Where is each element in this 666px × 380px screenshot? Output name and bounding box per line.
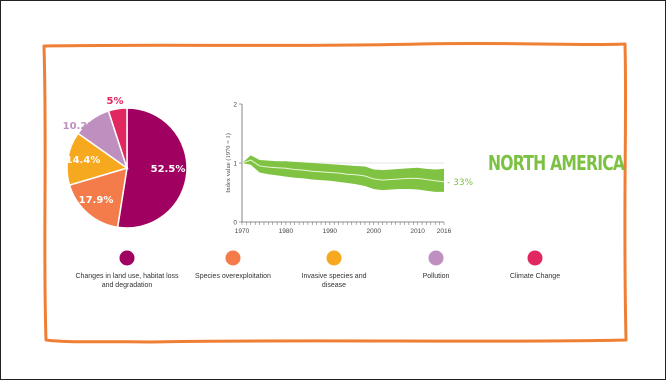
end-annotation: - 33% bbox=[447, 178, 474, 188]
x-tick-label: 1980 bbox=[279, 228, 294, 235]
pie-label-invasive: 14.4% bbox=[66, 155, 101, 166]
index-chart: 1970 1980 1990 2000 2010 2016 0 1 2 Index value (… bbox=[225, 102, 474, 236]
legend-label-pollution: Pollution bbox=[422, 273, 450, 280]
pie-slice-overexploitation bbox=[68, 166, 128, 229]
legend-label-overexploitation: Species overexploitation bbox=[195, 273, 271, 280]
legend-dot-invasive bbox=[326, 250, 342, 266]
x-tick-label: 2010 bbox=[410, 228, 425, 235]
legend-label-land_use: Changes in land use, habitat loss and de… bbox=[75, 273, 179, 289]
x-tick-label: 2000 bbox=[367, 228, 382, 235]
pie-slice-invasive bbox=[66, 132, 129, 187]
region-title: NORTH AMERICA bbox=[488, 151, 625, 175]
y-tick-label: 0 bbox=[233, 220, 237, 227]
legend-dot-land_use bbox=[119, 250, 135, 266]
pie-label-land_use: 52.5% bbox=[151, 164, 186, 175]
hand-drawn-border bbox=[42, 41, 628, 344]
y-tick-label: 1 bbox=[233, 161, 237, 168]
pie-label-pollution: 10.2% bbox=[63, 121, 98, 132]
legend-dot-climate bbox=[527, 250, 543, 266]
pie-slice-climate bbox=[107, 107, 128, 169]
pie-label-overexploitation: 17.9% bbox=[79, 195, 114, 206]
x-tick-label: 1990 bbox=[323, 228, 338, 235]
legend bbox=[119, 250, 543, 266]
y-tick-label: 2 bbox=[233, 102, 237, 109]
pie-label-climate: 5% bbox=[107, 96, 124, 107]
x-tick-label: 2016 bbox=[437, 228, 452, 235]
pie-slice-land_use bbox=[116, 107, 188, 229]
pie-chart: 52.5% 17.9% 14.4% 10.2% 5% bbox=[63, 96, 188, 229]
legend-dot-overexploitation bbox=[225, 250, 241, 266]
x-tick-label: 1970 bbox=[235, 228, 250, 235]
index-trend-line bbox=[241, 159, 445, 183]
legend-label-climate: Climate Change bbox=[509, 273, 561, 280]
legend-dot-pollution bbox=[428, 250, 444, 266]
legend-label-invasive: Invasive species and disease bbox=[301, 273, 367, 289]
y-axis-label: Index value (1970 = 1) bbox=[225, 133, 232, 193]
